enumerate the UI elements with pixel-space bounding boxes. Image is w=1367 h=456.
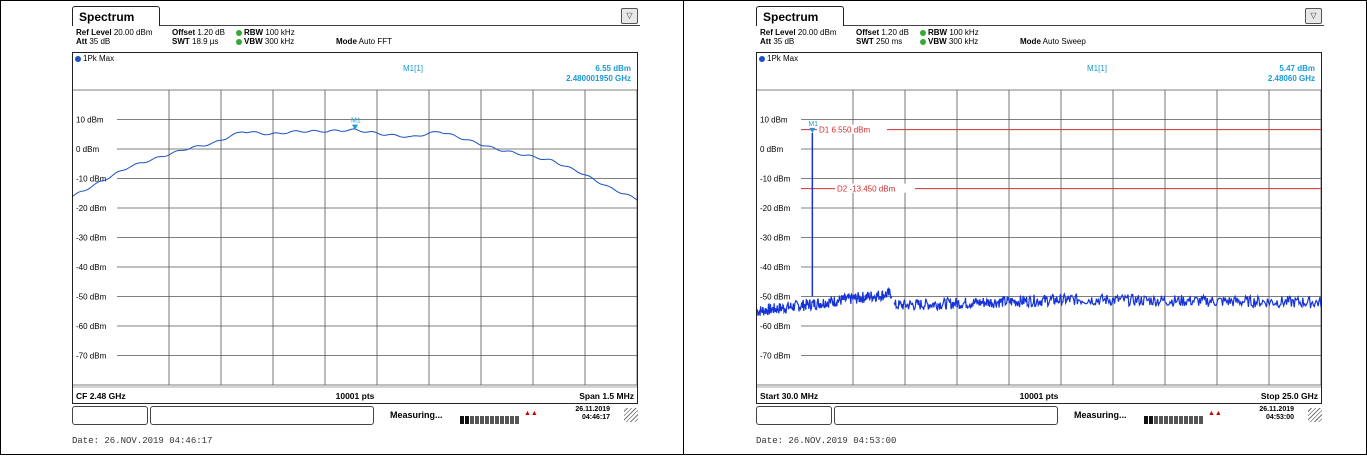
- offset-setting: Offset 1.20 dB: [172, 28, 225, 37]
- x-start-label: Start 30.0 MHz: [760, 391, 818, 401]
- marker-m1-icon[interactable]: [352, 124, 358, 130]
- right-cell: [683, 0, 1367, 455]
- offset-setting: Offset 1.20 dB: [856, 28, 909, 37]
- trace-indicator-icon: [759, 55, 765, 62]
- status-field-1[interactable]: [72, 406, 148, 425]
- marker-frequency: 2.480001950 GHz: [566, 74, 631, 83]
- progress-indicator: [1144, 411, 1204, 424]
- marker-level: 5.47 dBm: [1279, 64, 1315, 73]
- plot-area: 1Pk Max 10 dBm 0 dBm -10 dBm -20 dBm -30 dBm -…: [756, 52, 1322, 404]
- y-tick-label: -60 dBm: [760, 322, 791, 331]
- spectrum-tab[interactable]: Spectrum: [756, 6, 844, 26]
- status-field-1[interactable]: [756, 406, 832, 425]
- marker-frequency: 2.48060 GHz: [1268, 74, 1315, 83]
- status-field-2[interactable]: [150, 406, 374, 425]
- status-bar: Measuring... ▲▲ 26.11.2019 04:53:00: [756, 406, 1322, 428]
- y-tick-label: -60 dBm: [76, 322, 107, 331]
- analyzer-screen-1: Spectrum ▽ Ref Level 20.00 dBm Offset 1.20 …: [70, 4, 642, 432]
- marker-level: 6.55 dBm: [595, 64, 631, 73]
- y-tick-label: -70 dBm: [760, 352, 791, 361]
- y-tick-label: -10 dBm: [76, 175, 107, 184]
- y-tick-label: -50 dBm: [76, 293, 107, 302]
- y-tick-label: -50 dBm: [760, 293, 791, 302]
- trace-indicator-icon: [75, 55, 81, 62]
- y-tick-label: 0 dBm: [76, 145, 99, 154]
- left-cell: [0, 0, 684, 455]
- rf-status-icon: ▲▲: [524, 410, 538, 417]
- status-field-2[interactable]: [834, 406, 1058, 425]
- att-setting: Att 35 dB: [760, 37, 795, 46]
- marker-tag: M1: [351, 118, 361, 125]
- rbw-setting: RBW 100 kHz: [918, 28, 979, 37]
- capture-date: Date: 26.NOV.2019 04:46:17: [72, 436, 213, 446]
- status-bar: Measuring... ▲▲ 26.11.2019 04:46:17: [72, 406, 638, 428]
- status-datetime: 26.11.2019 04:46:17: [575, 406, 610, 421]
- measurement-settings: Ref Level 20.00 dBm Offset 1.20 dB RBW 100…: [760, 28, 1230, 46]
- y-tick-label: -40 dBm: [760, 263, 791, 272]
- settings-dropdown-icon[interactable]: ▽: [621, 8, 638, 24]
- progress-indicator: [460, 411, 520, 424]
- ref-level-setting: Ref Level 20.00 dBm: [760, 28, 837, 37]
- swt-setting: SWT 250 ms: [856, 37, 903, 46]
- measurement-settings: Ref Level 20.00 dBm Offset 1.20 dB RBW 100…: [76, 28, 546, 46]
- rbw-setting: RBW 100 kHz: [234, 28, 295, 37]
- y-tick-label: 10 dBm: [76, 116, 104, 125]
- display-line-label-bg: [835, 183, 915, 193]
- vbw-setting: VBW 300 kHz: [234, 37, 294, 46]
- y-tick-label: -20 dBm: [76, 204, 107, 213]
- tab-divider: [844, 25, 1324, 26]
- points-label: 10001 pts: [336, 391, 375, 401]
- y-tick-label: 10 dBm: [760, 116, 788, 125]
- spectrum-chart: 10 dBm 0 dBm -10 dBm -20 dBm -30 dBm -40 dBm -…: [757, 64, 1321, 401]
- spectrum-chart: 10 dBm 0 dBm -10 dBm -20 dBm -30 dBm -40 dBm -…: [73, 64, 637, 401]
- settings-dropdown-icon[interactable]: ▽: [1305, 8, 1322, 24]
- trace-segment: [893, 292, 1074, 312]
- x-start-label: CF 2.48 GHz: [76, 391, 126, 401]
- spectrum-tab[interactable]: Spectrum: [72, 6, 160, 26]
- vbw-setting: VBW 300 kHz: [918, 37, 978, 46]
- trace-label: 1Pk Max: [759, 54, 798, 63]
- resize-grip-icon[interactable]: [1308, 408, 1322, 422]
- coupling-indicator-icon: [920, 38, 926, 45]
- coupling-indicator-icon: [236, 38, 242, 45]
- trace-label: 1Pk Max: [75, 54, 114, 63]
- y-tick-label: -30 dBm: [76, 234, 107, 243]
- status-datetime: 26.11.2019 04:53:00: [1259, 406, 1294, 421]
- swt-setting: SWT 18.9 µs: [172, 37, 219, 46]
- plot-area: 1Pk Max 10 dBm 0 dBm -10 dBm -20 dBm -30 dBm -…: [72, 52, 638, 404]
- measuring-status: Measuring...: [390, 410, 443, 420]
- capture-date: Date: 26.NOV.2019 04:53:00: [756, 436, 897, 446]
- mode-setting: Mode Auto Sweep: [1020, 37, 1086, 46]
- analyzer-screen-2: Spectrum ▽ Ref Level 20.00 dBm Offset 1.20 …: [754, 4, 1326, 432]
- marker-name: M1[1]: [403, 64, 423, 73]
- x-end-label: Stop 25.0 GHz: [1261, 391, 1318, 401]
- x-end-label: Span 1.5 MHz: [579, 391, 634, 401]
- measuring-status: Measuring...: [1074, 410, 1127, 420]
- resize-grip-icon[interactable]: [624, 408, 638, 422]
- ref-level-setting: Ref Level 20.00 dBm: [76, 28, 153, 37]
- y-tick-label: -10 dBm: [760, 175, 791, 184]
- marker-tag: M1: [808, 121, 818, 128]
- display-line-label: D2 -13.450 dBm: [837, 185, 896, 194]
- att-setting: Att 35 dB: [76, 37, 111, 46]
- trace-segment: [1072, 292, 1321, 309]
- points-label: 10001 pts: [1020, 391, 1059, 401]
- y-tick-label: -40 dBm: [76, 263, 107, 272]
- y-tick-label: -70 dBm: [76, 352, 107, 361]
- trace-segment: [757, 286, 893, 316]
- display-line-label-bg: [817, 124, 887, 134]
- coupling-indicator-icon: [920, 29, 926, 36]
- display-line-label: D1 6.550 dBm: [819, 126, 870, 135]
- y-tick-label: 0 dBm: [760, 145, 783, 154]
- marker-name: M1[1]: [1087, 64, 1107, 73]
- y-tick-label: -20 dBm: [760, 204, 791, 213]
- coupling-indicator-icon: [236, 29, 242, 36]
- marker-m1-icon[interactable]: [809, 127, 816, 133]
- tab-divider: [160, 25, 640, 26]
- trace-line: [73, 128, 637, 201]
- rf-status-icon: ▲▲: [1208, 410, 1222, 417]
- y-tick-label: -30 dBm: [760, 234, 791, 243]
- mode-setting: Mode Auto FFT: [336, 37, 393, 46]
